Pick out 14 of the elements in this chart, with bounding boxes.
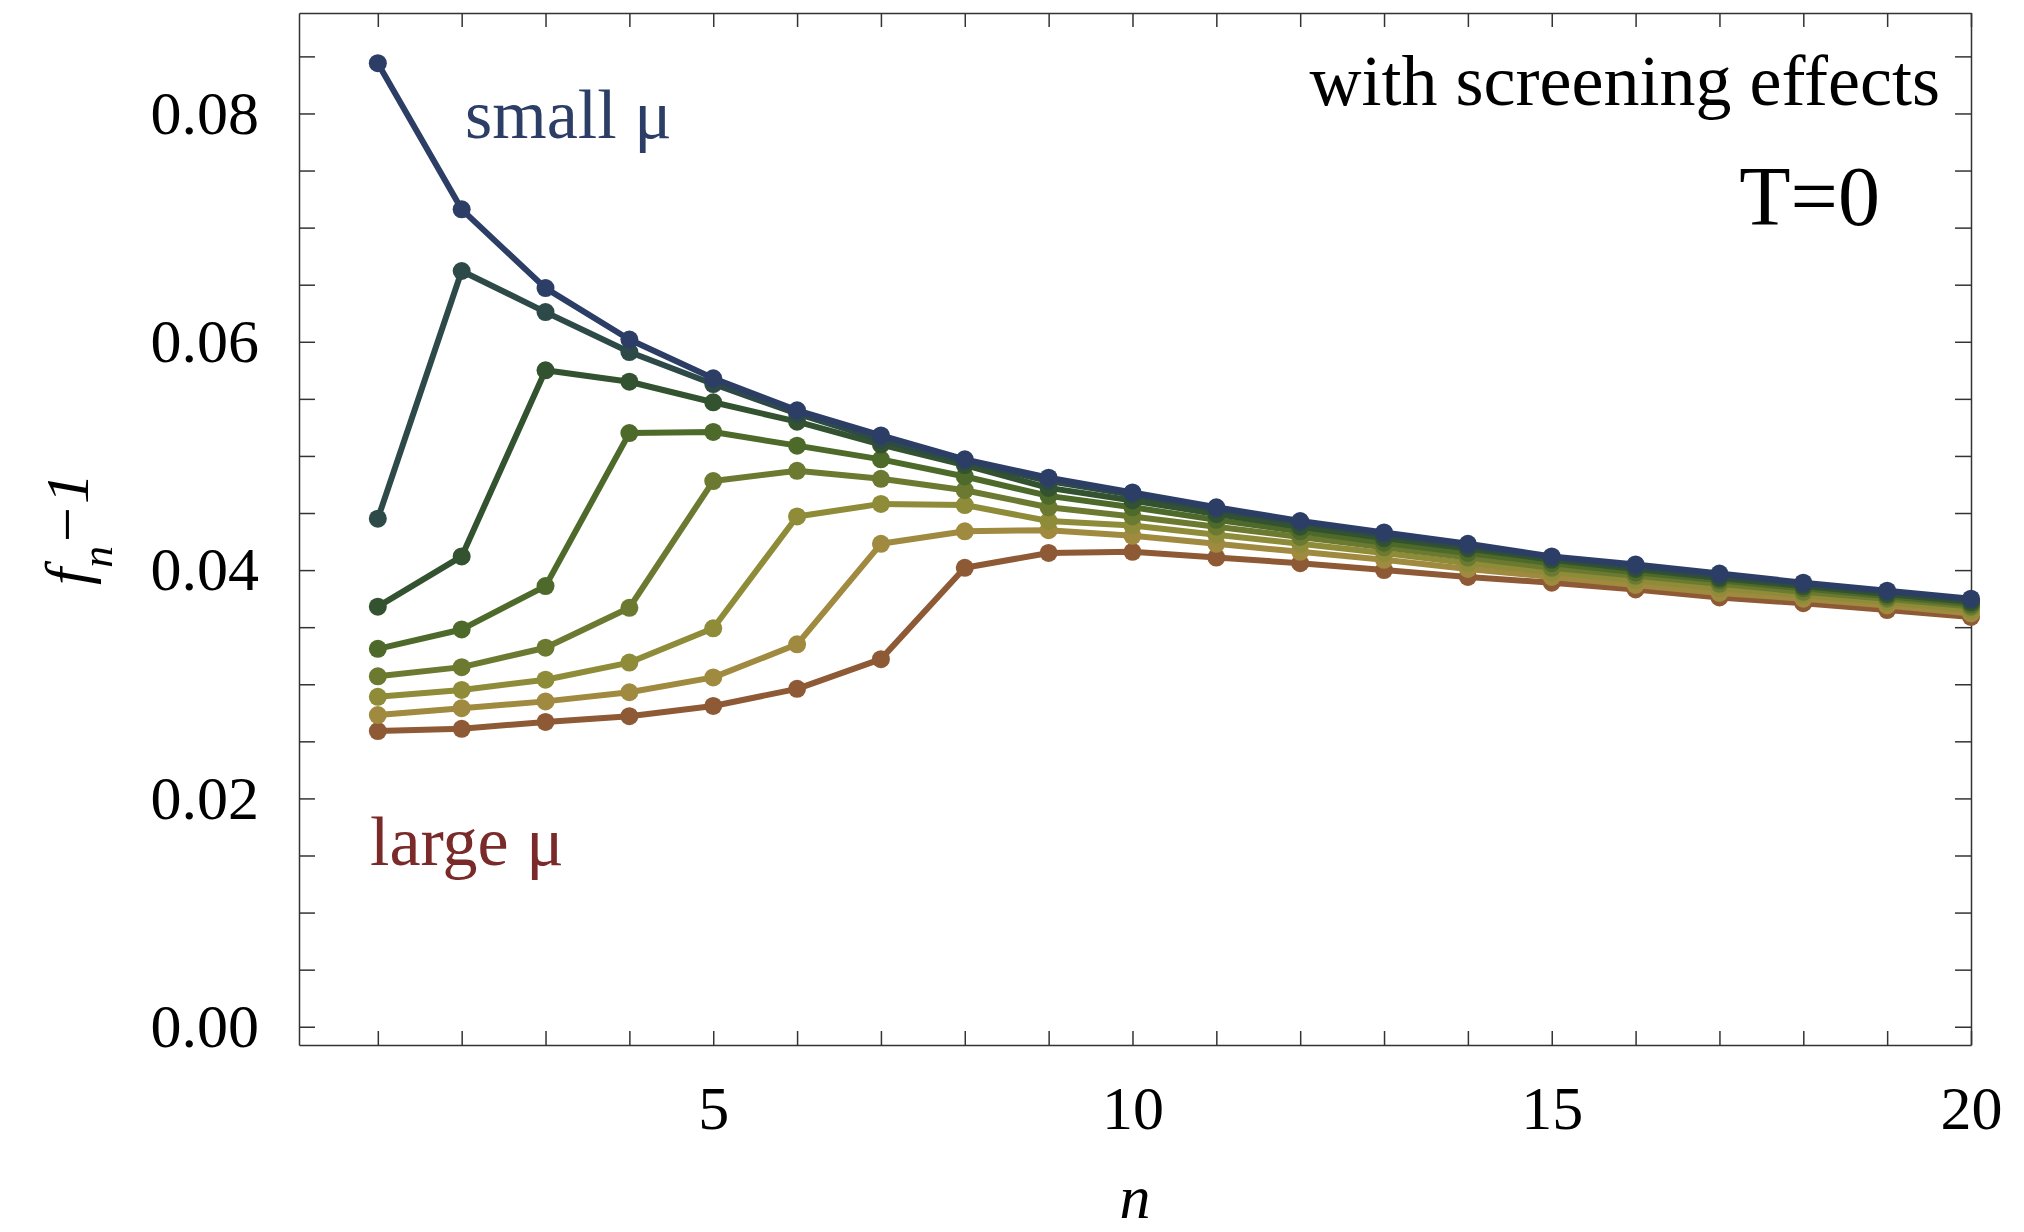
x-tick-label: 20 [1940,1074,2003,1143]
annotation: T=0 [1739,150,1880,243]
y-tick-label: 0.08 [150,78,259,147]
x-tick-label: 5 [698,1074,730,1143]
annotation: large μ [370,803,564,880]
annotation: with screening effects [1309,41,1940,121]
x-tick-label: 10 [1101,1074,1164,1143]
y-tick-label: 0.00 [150,992,259,1061]
x-tick-label: 15 [1521,1074,1584,1143]
annotation: small μ [465,76,672,153]
x-axis-title: n [1119,1163,1151,1231]
y-tick-label: 0.06 [150,307,259,376]
y-tick-label: 0.02 [150,763,259,832]
y-tick-label: 0.04 [150,535,259,604]
